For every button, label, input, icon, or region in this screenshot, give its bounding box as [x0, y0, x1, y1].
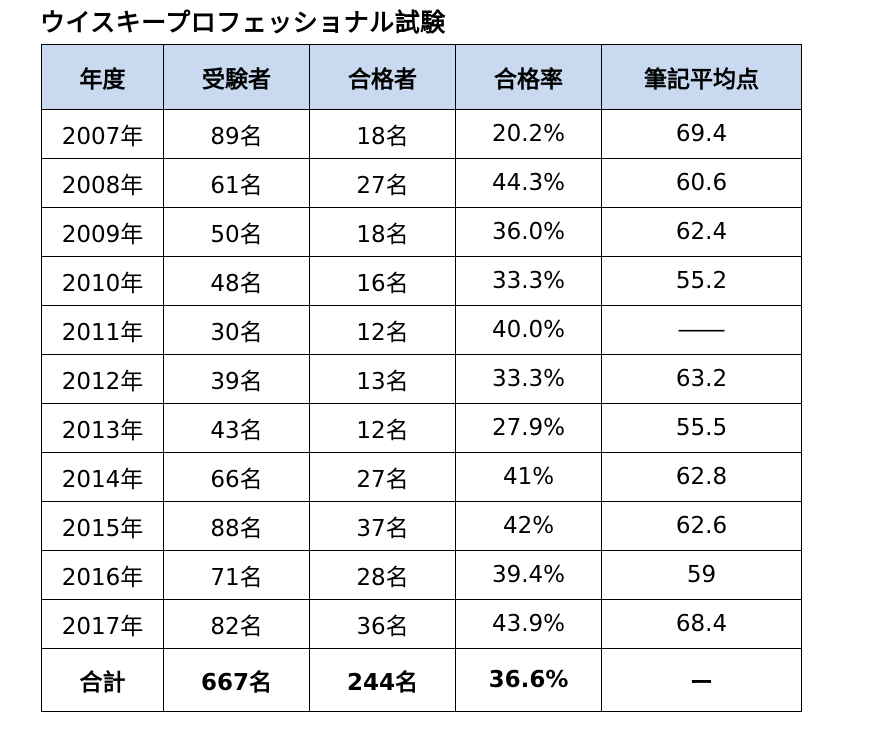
cell-written-average: 62.6 — [601, 501, 802, 551]
total-written-average: ー — [601, 648, 802, 712]
cell-examinees: 61名 — [163, 158, 310, 208]
cell-year: 2014年 — [41, 452, 164, 502]
table-row: 2013年 43名 12名 27.9% 55.5 — [41, 403, 802, 453]
cell-examinees: 43名 — [163, 403, 310, 453]
cell-passers: 18名 — [309, 109, 456, 159]
table-total-row: 合計 667名 244名 36.6% ー — [41, 648, 802, 712]
cell-passers: 16名 — [309, 256, 456, 306]
cell-pass-rate: 33.3% — [455, 354, 602, 404]
cell-examinees: 50名 — [163, 207, 310, 257]
table-row: 2015年 88名 37名 42% 62.6 — [41, 501, 802, 551]
cell-written-average: 60.6 — [601, 158, 802, 208]
table-row: 2017年 82名 36名 43.9% 68.4 — [41, 599, 802, 649]
cell-year: 2012年 — [41, 354, 164, 404]
total-examinees: 667名 — [163, 648, 310, 712]
cell-passers: 37名 — [309, 501, 456, 551]
cell-year: 2009年 — [41, 207, 164, 257]
column-header-written-average: 筆記平均点 — [601, 44, 802, 110]
column-header-pass-rate: 合格率 — [455, 44, 602, 110]
cell-year: 2017年 — [41, 599, 164, 649]
cell-examinees: 89名 — [163, 109, 310, 159]
total-pass-rate: 36.6% — [455, 648, 602, 712]
cell-written-average: 63.2 — [601, 354, 802, 404]
column-header-year: 年度 — [41, 44, 164, 110]
cell-examinees: 30名 — [163, 305, 310, 355]
cell-examinees: 66名 — [163, 452, 310, 502]
cell-passers: 12名 — [309, 305, 456, 355]
cell-examinees: 48名 — [163, 256, 310, 306]
cell-examinees: 71名 — [163, 550, 310, 600]
cell-year: 2011年 — [41, 305, 164, 355]
cell-passers: 18名 — [309, 207, 456, 257]
cell-pass-rate: 20.2% — [455, 109, 602, 159]
cell-pass-rate: 44.3% — [455, 158, 602, 208]
cell-examinees: 39名 — [163, 354, 310, 404]
exam-results-table: 年度 受験者 合格者 合格率 筆記平均点 2007年 89名 18名 20.2%… — [41, 44, 802, 712]
table-row: 2012年 39名 13名 33.3% 63.2 — [41, 354, 802, 404]
cell-year: 2010年 — [41, 256, 164, 306]
cell-written-average: 55.5 — [601, 403, 802, 453]
table-row: 2010年 48名 16名 33.3% 55.2 — [41, 256, 802, 306]
cell-year: 2007年 — [41, 109, 164, 159]
cell-pass-rate: 41% — [455, 452, 602, 502]
cell-year: 2015年 — [41, 501, 164, 551]
total-label: 合計 — [41, 648, 164, 712]
cell-pass-rate: 40.0% — [455, 305, 602, 355]
cell-year: 2016年 — [41, 550, 164, 600]
table-header-row: 年度 受験者 合格者 合格率 筆記平均点 — [41, 44, 802, 110]
cell-examinees: 88名 — [163, 501, 310, 551]
cell-passers: 27名 — [309, 158, 456, 208]
table-row: 2014年 66名 27名 41% 62.8 — [41, 452, 802, 502]
cell-year: 2013年 — [41, 403, 164, 453]
cell-pass-rate: 42% — [455, 501, 602, 551]
cell-year: 2008年 — [41, 158, 164, 208]
table-row: 2011年 30名 12名 40.0% ―― — [41, 305, 802, 355]
cell-passers: 28名 — [309, 550, 456, 600]
cell-written-average: 62.4 — [601, 207, 802, 257]
cell-pass-rate: 43.9% — [455, 599, 602, 649]
table-row: 2008年 61名 27名 44.3% 60.6 — [41, 158, 802, 208]
cell-written-average: 62.8 — [601, 452, 802, 502]
cell-pass-rate: 39.4% — [455, 550, 602, 600]
column-header-passers: 合格者 — [309, 44, 456, 110]
table-row: 2007年 89名 18名 20.2% 69.4 — [41, 109, 802, 159]
cell-passers: 36名 — [309, 599, 456, 649]
cell-pass-rate: 27.9% — [455, 403, 602, 453]
cell-passers: 13名 — [309, 354, 456, 404]
cell-passers: 12名 — [309, 403, 456, 453]
page-title: ウイスキープロフェッショナル試験 — [40, 8, 446, 37]
total-passers: 244名 — [309, 648, 456, 712]
table-row: 2009年 50名 18名 36.0% 62.4 — [41, 207, 802, 257]
column-header-examinees: 受験者 — [163, 44, 310, 110]
cell-written-average: ―― — [601, 305, 802, 355]
cell-passers: 27名 — [309, 452, 456, 502]
cell-pass-rate: 36.0% — [455, 207, 602, 257]
cell-examinees: 82名 — [163, 599, 310, 649]
cell-written-average: 68.4 — [601, 599, 802, 649]
cell-written-average: 59 — [601, 550, 802, 600]
cell-written-average: 55.2 — [601, 256, 802, 306]
cell-pass-rate: 33.3% — [455, 256, 602, 306]
table-row: 2016年 71名 28名 39.4% 59 — [41, 550, 802, 600]
cell-written-average: 69.4 — [601, 109, 802, 159]
